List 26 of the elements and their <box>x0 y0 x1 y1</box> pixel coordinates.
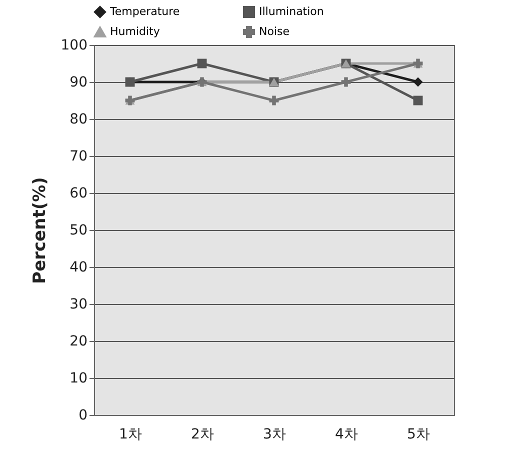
y-tick-label: 100 <box>60 38 88 54</box>
y-tick-label: 50 <box>70 222 88 238</box>
y-tick-label: 10 <box>70 370 88 386</box>
y-axis-title: Percent(%) <box>30 177 50 284</box>
y-tick-label: 30 <box>70 296 88 312</box>
point <box>341 77 351 87</box>
x-tick-label: 3차 <box>263 426 286 442</box>
point <box>413 96 423 106</box>
legend-label: Temperature <box>109 5 180 18</box>
x-tick-label: 2차 <box>191 426 214 442</box>
legend-label: Humidity <box>110 25 160 38</box>
y-tick-label: 0 <box>78 408 88 424</box>
y-tick-label: 60 <box>70 186 88 202</box>
legend-label: Noise <box>259 25 290 38</box>
y-tick-label: 90 <box>70 74 88 90</box>
x-tick-label: 1차 <box>119 426 142 442</box>
y-tick-label: 20 <box>70 334 88 350</box>
y-tick-label: 40 <box>70 260 88 276</box>
x-tick-label: 4차 <box>335 426 358 442</box>
point <box>197 58 207 68</box>
point <box>413 77 423 87</box>
point <box>269 96 279 106</box>
legend-label: Illumination <box>259 5 324 18</box>
y-tick-label: 70 <box>70 148 88 164</box>
x-tick-label: 5차 <box>407 426 430 442</box>
y-tick-label: 80 <box>70 112 88 128</box>
